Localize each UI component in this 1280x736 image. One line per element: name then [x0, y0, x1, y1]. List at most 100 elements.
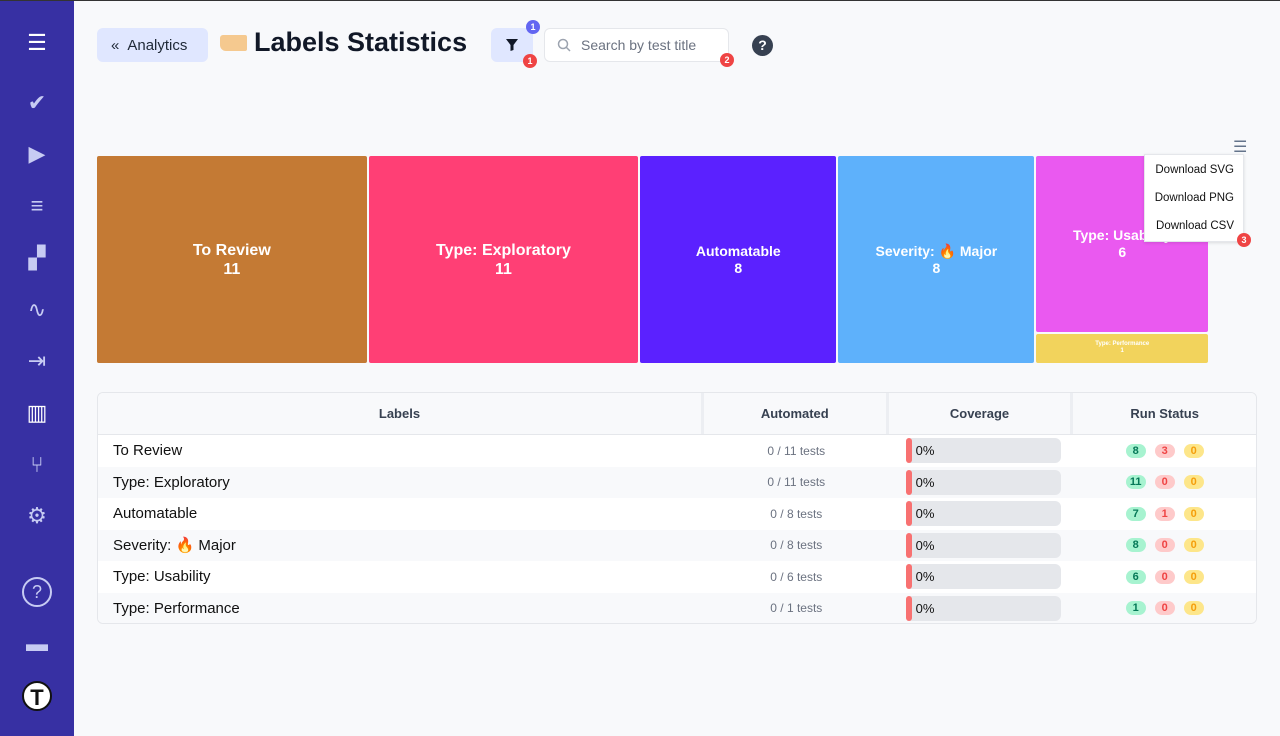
skipped-badge: 0: [1183, 569, 1204, 584]
coverage-cell: 0%: [889, 501, 1074, 527]
play-icon[interactable]: ▶: [28, 141, 46, 166]
search-icon: [557, 38, 571, 52]
labels-table: Labels Automated Coverage Run Status To …: [97, 392, 1257, 624]
folder-icon[interactable]: ▬: [26, 631, 48, 656]
failed-badge: 3: [1154, 443, 1175, 458]
hint-badge: 1: [523, 54, 537, 68]
coverage-cell: 0%: [889, 564, 1074, 590]
coverage-bar: 0%: [905, 438, 1061, 464]
download-png-item[interactable]: Download PNG: [1154, 192, 1234, 204]
pulse-icon[interactable]: ∿: [27, 297, 47, 322]
automated-count: 0 / 11 tests: [767, 443, 826, 458]
tile-label: Type: Performance: [1095, 341, 1150, 348]
chart-menu-icon[interactable]: ☰: [1233, 139, 1248, 156]
label-name[interactable]: To Review: [113, 442, 183, 460]
skipped-badge: 0: [1183, 601, 1204, 616]
column-header-coverage[interactable]: Coverage: [889, 393, 1074, 434]
skipped-badge: 0: [1183, 538, 1204, 553]
label-name[interactable]: Type: Usability: [113, 568, 211, 586]
label-name[interactable]: Severity: 🔥 Major: [113, 537, 236, 555]
labels-treemap: To Review 11 Type: Exploratory 11 Automatabl…: [97, 156, 1209, 363]
hint-badge: 3: [1237, 233, 1251, 247]
passed-badge: 7: [1125, 506, 1146, 521]
label-name[interactable]: Automatable: [113, 505, 198, 523]
automated-count: 0 / 8 tests: [770, 506, 823, 521]
automated-count: 0 / 6 tests: [770, 569, 823, 584]
treemap-tile[interactable]: To Review 11: [97, 156, 367, 363]
coverage-bar: 0%: [905, 532, 1061, 558]
import-icon[interactable]: ⇥: [27, 348, 47, 373]
coverage-cell: 0%: [889, 469, 1074, 495]
tile-label: Type: Exploratory: [436, 241, 571, 259]
filter-icon: [506, 39, 518, 51]
download-svg-item[interactable]: Download SVG: [1155, 164, 1234, 176]
filter-count-badge: 1: [526, 20, 540, 34]
tile-value: 8: [734, 259, 743, 276]
search-input[interactable]: Search by test title: [544, 28, 729, 62]
gear-icon[interactable]: ⚙: [27, 503, 47, 528]
coverage-bar: 0%: [905, 501, 1061, 527]
passed-badge: 1: [1125, 601, 1146, 616]
failed-badge: 1: [1154, 506, 1175, 521]
branch-icon[interactable]: ⑂: [30, 452, 44, 477]
check-icon[interactable]: ✔: [27, 90, 47, 115]
double-chevron-left-icon: «: [111, 36, 120, 54]
tile-label: To Review: [192, 241, 271, 259]
chart-download-menu: Download SVG Download PNG Download CSV: [1144, 154, 1244, 242]
download-csv-item[interactable]: Download CSV: [1156, 220, 1234, 232]
filter-button[interactable]: [491, 28, 533, 62]
passed-badge: 11: [1125, 475, 1146, 490]
treemap-tile[interactable]: Automatable 8: [640, 156, 837, 363]
coverage-bar: 0%: [905, 564, 1061, 590]
steps-icon[interactable]: ▞: [28, 245, 46, 270]
tile-label: Severity: 🔥 Major: [875, 242, 998, 259]
automated-count: 0 / 11 tests: [767, 475, 826, 490]
column-header-labels[interactable]: Labels: [98, 393, 704, 434]
hint-badge: 2: [720, 53, 734, 67]
tile-value: 1: [1120, 348, 1124, 355]
coverage-bar: 0%: [905, 595, 1061, 621]
skipped-badge: 0: [1183, 475, 1204, 490]
tile-value: 11: [223, 260, 241, 278]
coverage-cell: 0%: [889, 532, 1074, 558]
logo-icon[interactable]: T: [22, 681, 52, 711]
back-label: Analytics: [127, 36, 188, 54]
coverage-bar: 0%: [905, 469, 1061, 495]
help-icon[interactable]: ?: [22, 577, 52, 607]
tile-label: Automatable: [695, 242, 781, 259]
treemap-tile[interactable]: Type: Exploratory 11: [368, 156, 639, 363]
automated-count: 0 / 8 tests: [770, 538, 823, 553]
checklist-icon[interactable]: ≡: [30, 193, 44, 218]
treemap-tile[interactable]: Severity: 🔥 Major 8: [838, 156, 1035, 363]
column-header-run-status[interactable]: Run Status: [1130, 406, 1199, 421]
automated-count: 0 / 1 tests: [770, 601, 823, 616]
passed-badge: 8: [1125, 538, 1146, 553]
label-name[interactable]: Type: Performance: [113, 599, 240, 617]
failed-badge: 0: [1154, 601, 1175, 616]
label-name[interactable]: Type: Exploratory: [113, 473, 230, 491]
failed-badge: 0: [1154, 475, 1175, 490]
search-placeholder: Search by test title: [581, 37, 697, 53]
run-status: 11 0 0: [1073, 475, 1256, 490]
skipped-badge: 0: [1183, 443, 1204, 458]
help-icon[interactable]: ?: [752, 35, 773, 56]
back-to-analytics-button[interactable]: « Analytics: [97, 28, 208, 62]
failed-badge: 0: [1154, 538, 1175, 553]
analytics-icon[interactable]: ▥: [26, 400, 48, 425]
treemap-tile[interactable]: Type: Performance 1: [1036, 333, 1209, 363]
tile-value: 11: [494, 260, 512, 278]
skipped-badge: 0: [1183, 506, 1204, 521]
table-row[interactable]: Type: Exploratory 0 / 11 tests 0% 11 0 0: [98, 466, 1256, 498]
column-header-automated[interactable]: Automated: [704, 393, 889, 434]
sidebar: ☰ ✔ ▶ ≡ ▞ ∿ ⇥ ▥ ⑂ ⚙? ▬ T: [0, 1, 74, 736]
menu-icon[interactable]: ☰: [27, 30, 47, 55]
